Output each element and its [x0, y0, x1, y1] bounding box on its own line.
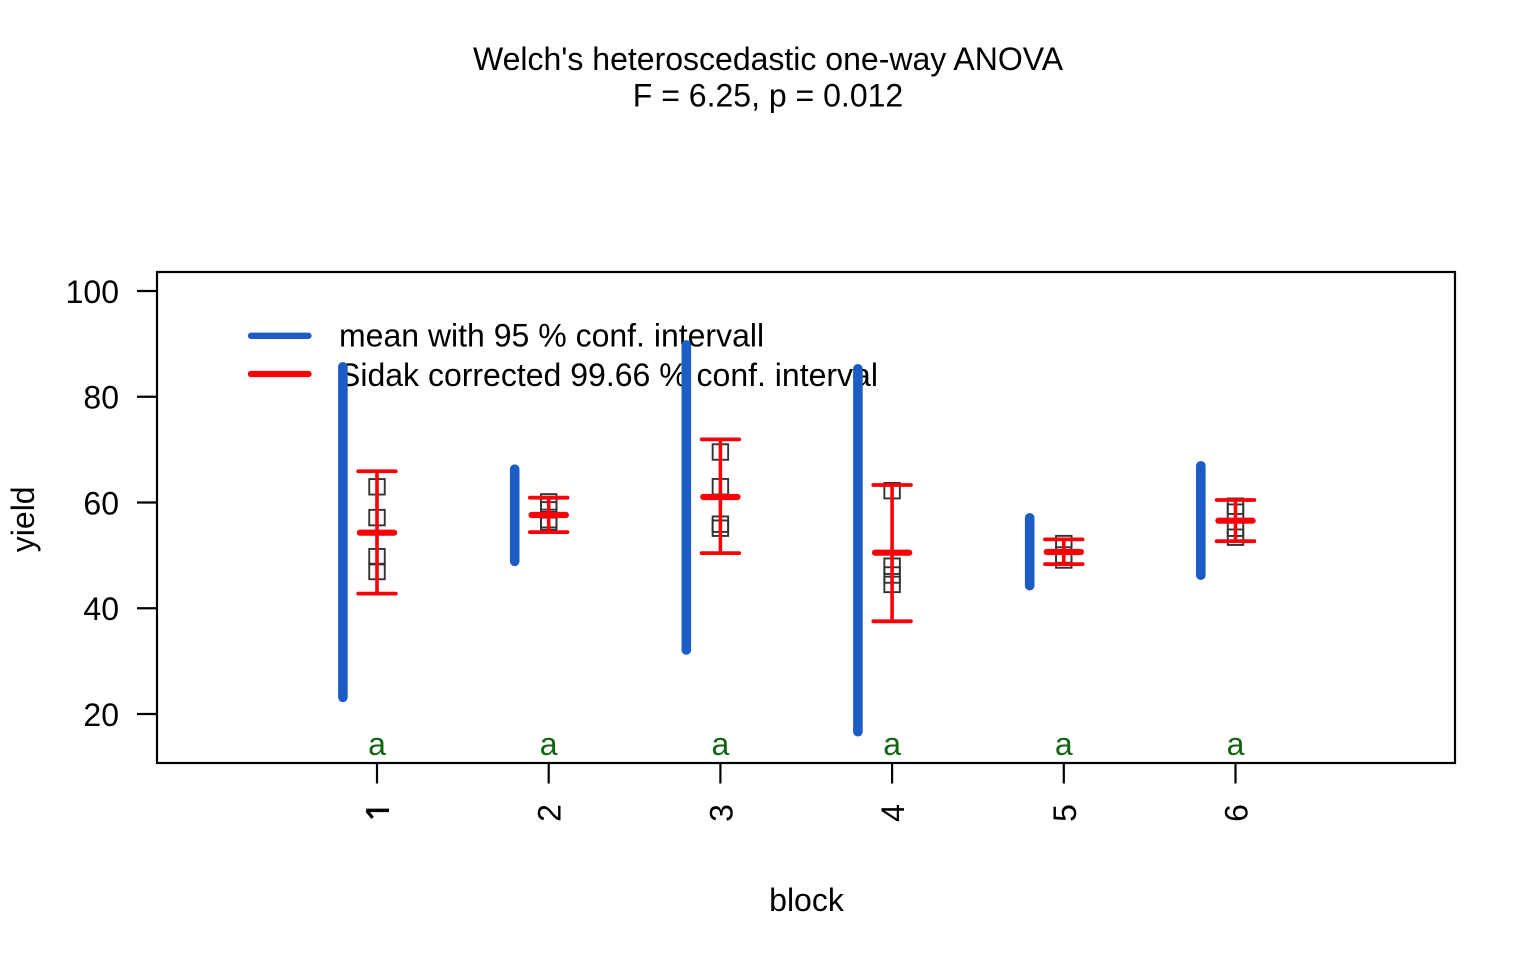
svg-text:3: 3: [703, 804, 739, 822]
svg-text:mean with 95 % conf. intervall: mean with 95 % conf. intervall: [339, 317, 764, 353]
svg-text:80: 80: [83, 380, 119, 416]
svg-text:a: a: [712, 726, 730, 762]
svg-text:100: 100: [66, 274, 119, 310]
svg-text:6: 6: [1219, 804, 1255, 822]
svg-text:40: 40: [83, 591, 119, 627]
svg-text:2: 2: [532, 804, 568, 822]
svg-text:a: a: [540, 726, 558, 762]
svg-text:F = 6.25, p = 0.012: F = 6.25, p = 0.012: [633, 78, 903, 114]
svg-text:a: a: [1227, 726, 1245, 762]
svg-text:4: 4: [875, 804, 911, 822]
svg-text:Sidak corrected 99.66 % conf.: Sidak corrected 99.66 % conf. interval: [339, 357, 878, 393]
svg-text:60: 60: [83, 485, 119, 521]
svg-text:a: a: [368, 726, 386, 762]
svg-text:5: 5: [1047, 804, 1083, 822]
svg-text:20: 20: [83, 697, 119, 733]
svg-text:a: a: [883, 726, 901, 762]
svg-text:a: a: [1055, 726, 1073, 762]
svg-text:block: block: [769, 882, 845, 918]
svg-text:yield: yield: [5, 486, 41, 552]
svg-text:Welch's heteroscedastic one-wa: Welch's heteroscedastic one-way ANOVA: [473, 41, 1064, 77]
